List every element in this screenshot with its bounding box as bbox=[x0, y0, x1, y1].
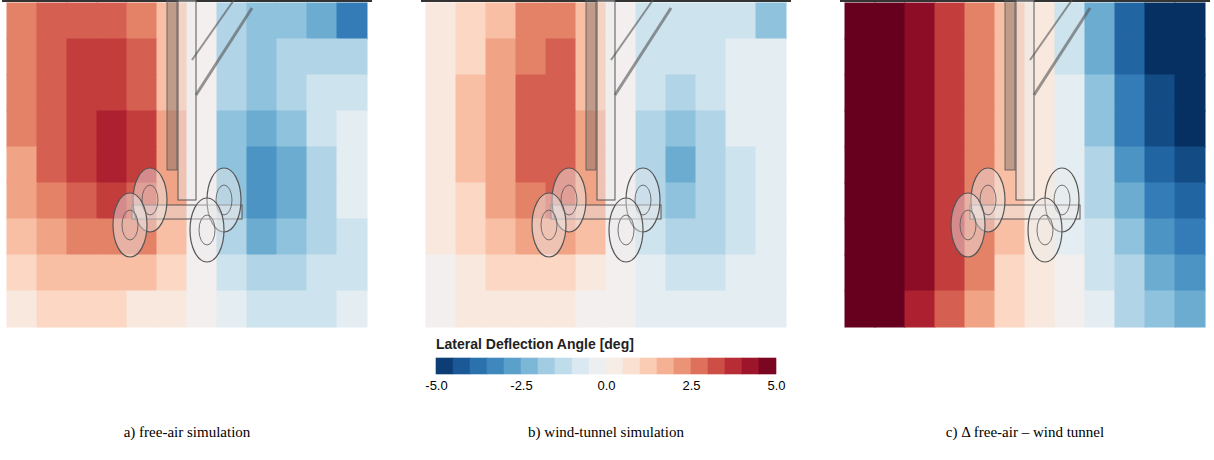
svg-text:2.5: 2.5 bbox=[682, 378, 700, 393]
svg-text:0.0: 0.0 bbox=[597, 378, 615, 393]
svg-text:-2.5: -2.5 bbox=[510, 378, 532, 393]
html-text:c) Δ free-air – wind tunnel: c) Δ free-air – wind tunnel bbox=[945, 424, 1105, 440]
html-text:Lateral Deflection Angle [deg]: Lateral Deflection Angle [deg] bbox=[436, 336, 634, 352]
svg-text:-5.0: -5.0 bbox=[425, 378, 447, 393]
svg-text:5.0: 5.0 bbox=[767, 378, 785, 393]
html-text:a) free-air simulation: a) free-air simulation bbox=[123, 424, 251, 440]
html-text:b) wind-tunnel simulation: b) wind-tunnel simulation bbox=[528, 424, 684, 440]
